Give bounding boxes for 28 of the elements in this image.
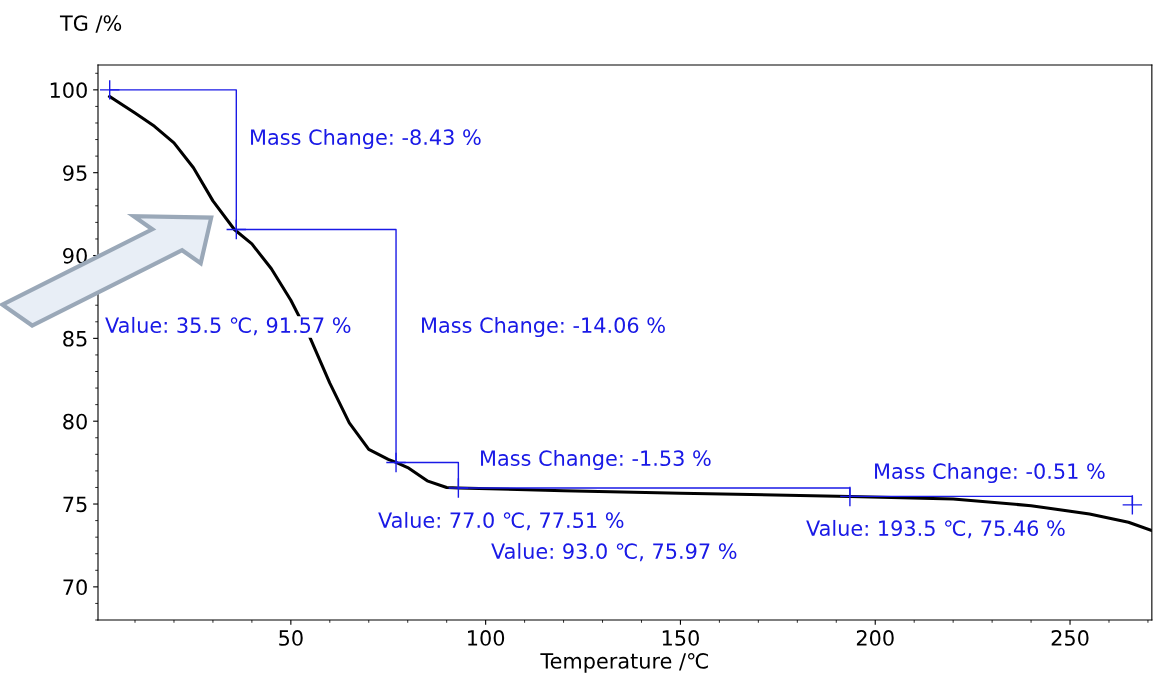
- point: [99, 79, 121, 101]
- x-axis-title: Temperature /℃: [540, 653, 708, 673]
- x-tick-label: 250: [1051, 630, 1089, 646]
- y-tick-label: 80: [63, 413, 87, 430]
- y-tick-label: 75: [63, 496, 87, 513]
- x-tick-label: 100: [468, 630, 505, 646]
- y-tick-label: 90: [63, 247, 87, 264]
- annotation: Value: 35.5 ℃, 91.57 %: [105, 316, 351, 336]
- y-tick-label: 70: [63, 579, 87, 596]
- annotation: Mass Change: -14.06 %: [422, 316, 665, 338]
- annotation: Mass Change: -8.43 %: [251, 128, 481, 150]
- y-axis-title: TG /%: [59, 15, 122, 33]
- x-tick-label: 150: [662, 630, 699, 646]
- annotation: Value: 77.0 ℃, 77.51 %: [378, 511, 624, 531]
- annotation: Value: 193.5 ℃, 75.46 %: [806, 519, 1065, 539]
- x-tick-label: 200: [856, 630, 894, 646]
- y-tick-label: 100: [50, 82, 87, 99]
- point: [839, 485, 861, 507]
- y-tick-label: 95: [63, 165, 87, 181]
- point: [447, 477, 469, 499]
- point: [385, 452, 407, 473]
- x-tick-label: 50: [279, 630, 303, 646]
- point: [1121, 494, 1143, 516]
- point: [225, 219, 247, 240]
- y-tick-label: 85: [63, 330, 87, 347]
- annotation: Mass Change: -1.53 %: [481, 449, 711, 471]
- annotation: Value: 93.0 ℃, 75.97 %: [491, 542, 737, 562]
- annotation: Mass Change: -0.51 %: [875, 462, 1105, 484]
